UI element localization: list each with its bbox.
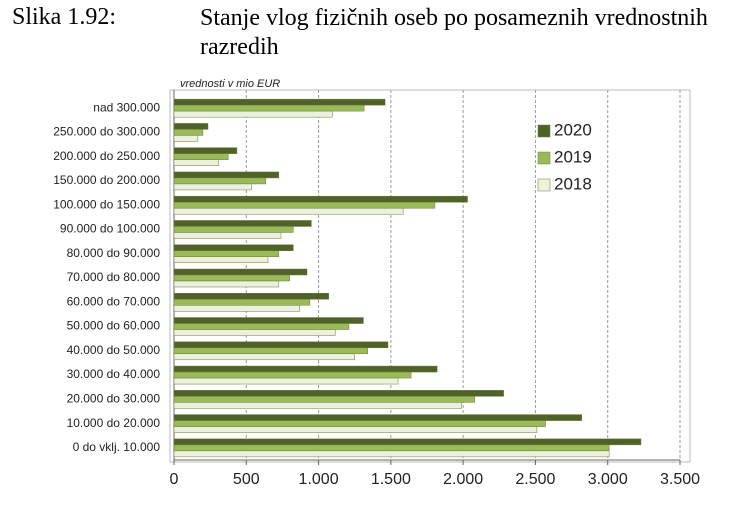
x-tick-label: 0 [170, 471, 179, 488]
y-tick-label: 40.000 do 50.000 [67, 343, 161, 357]
bar [173, 293, 329, 300]
bar [173, 438, 642, 446]
y-tick-label: 20.000 do 30.000 [67, 392, 161, 406]
y-tick-label: 150.000 do 200.000 [53, 173, 160, 187]
legend-label: 2020 [554, 120, 592, 139]
bar [173, 129, 204, 136]
bar [173, 323, 350, 330]
legend-label: 2018 [554, 174, 592, 193]
y-tick-label: nad 300.000 [93, 100, 160, 114]
y-tick-label: 10.000 do 20.000 [67, 416, 161, 430]
bar [173, 353, 355, 361]
y-tick-label: 30.000 do 40.000 [67, 367, 161, 381]
y-tick-label: 50.000 do 60.000 [67, 319, 161, 333]
bar [173, 371, 412, 379]
bar [173, 317, 364, 324]
bar [173, 329, 336, 336]
y-tick-label: 250.000 do 300.000 [53, 125, 160, 139]
legend-swatch [537, 178, 551, 192]
bar [173, 402, 462, 409]
bar [173, 183, 252, 191]
x-tick-label: 2.500 [515, 471, 555, 488]
bar [173, 207, 404, 215]
bar [173, 280, 280, 288]
y-tick-label: 70.000 do 80.000 [67, 270, 161, 284]
bar [173, 201, 436, 209]
legend-label: 2019 [554, 147, 592, 166]
x-tick-label: 3.500 [660, 471, 700, 488]
bar [173, 153, 229, 160]
bar [173, 420, 546, 427]
bar [173, 299, 311, 306]
bar [173, 147, 238, 154]
legend-swatch [537, 151, 551, 165]
x-axis-label: vrednosti v mio EUR [180, 78, 280, 90]
bar [173, 450, 610, 458]
y-tick-label: 60.000 do 70.000 [67, 294, 161, 308]
bar [173, 110, 333, 118]
bar [173, 347, 368, 355]
bar [173, 444, 610, 452]
y-tick-label: 90.000 do 100.000 [60, 222, 160, 236]
y-tick-label: 80.000 do 90.000 [67, 246, 161, 260]
legend-swatch [537, 124, 551, 138]
bar [173, 390, 504, 397]
bar [173, 123, 209, 130]
bar [173, 305, 301, 312]
bar [173, 135, 199, 142]
bar [173, 226, 294, 233]
bar [173, 274, 290, 282]
bar [173, 98, 386, 106]
bar [173, 256, 269, 263]
bar [173, 341, 389, 349]
bar [173, 244, 294, 251]
bar [173, 377, 399, 385]
y-tick-label: 0 do vklj. 10.000 [73, 440, 161, 454]
bar [173, 250, 280, 257]
chart-title: Stanje vlog fizičnih oseb po posameznih … [200, 5, 708, 60]
x-tick-label: 2.000 [443, 471, 483, 488]
bar [173, 195, 468, 203]
bar [173, 268, 308, 276]
y-tick-label: 200.000 do 250.000 [53, 149, 160, 163]
x-tick-label: 1.500 [371, 471, 411, 488]
y-tick-label: 100.000 do 150.000 [53, 197, 160, 211]
figure-label: Slika 1.92: [12, 4, 117, 30]
x-tick-label: 3.000 [588, 471, 628, 488]
x-tick-label: 1.000 [299, 471, 339, 488]
bar [173, 396, 475, 403]
bar [173, 365, 438, 373]
bar [173, 177, 267, 185]
bar [173, 426, 538, 433]
bar [173, 220, 312, 227]
bar [173, 104, 365, 112]
bar [173, 171, 280, 179]
x-tick-label: 500 [233, 471, 260, 488]
bar [173, 414, 582, 421]
bar [173, 159, 220, 166]
bar [173, 232, 282, 239]
